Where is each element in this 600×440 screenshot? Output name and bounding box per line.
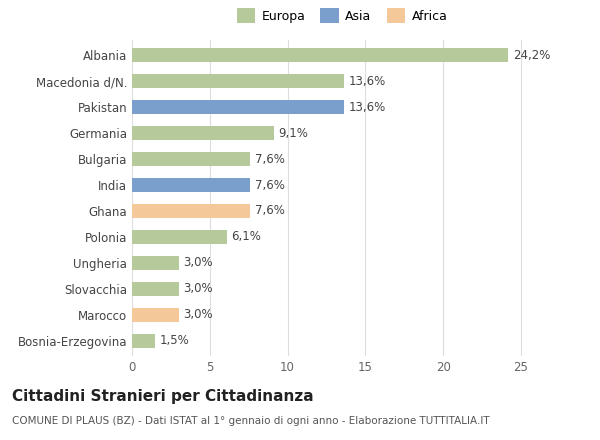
- Text: 13,6%: 13,6%: [348, 101, 385, 114]
- Bar: [132, 334, 155, 348]
- Text: 3,0%: 3,0%: [184, 257, 213, 269]
- Text: 1,5%: 1,5%: [160, 334, 190, 347]
- Text: COMUNE DI PLAUS (BZ) - Dati ISTAT al 1° gennaio di ogni anno - Elaborazione TUTT: COMUNE DI PLAUS (BZ) - Dati ISTAT al 1° …: [12, 416, 490, 426]
- Bar: [132, 100, 344, 114]
- Bar: [132, 204, 250, 218]
- Text: 9,1%: 9,1%: [278, 127, 308, 139]
- Bar: [132, 256, 179, 270]
- Text: 7,6%: 7,6%: [255, 179, 285, 191]
- Bar: [132, 282, 179, 296]
- Legend: Europa, Asia, Africa: Europa, Asia, Africa: [233, 4, 451, 27]
- Text: 3,0%: 3,0%: [184, 308, 213, 321]
- Bar: [132, 230, 227, 244]
- Bar: [132, 308, 179, 322]
- Text: 7,6%: 7,6%: [255, 205, 285, 217]
- Text: 6,1%: 6,1%: [232, 231, 262, 243]
- Text: Cittadini Stranieri per Cittadinanza: Cittadini Stranieri per Cittadinanza: [12, 389, 314, 404]
- Text: 24,2%: 24,2%: [513, 49, 550, 62]
- Text: 7,6%: 7,6%: [255, 153, 285, 165]
- Bar: [132, 74, 344, 88]
- Text: 13,6%: 13,6%: [348, 75, 385, 88]
- Text: 3,0%: 3,0%: [184, 282, 213, 295]
- Bar: [132, 152, 250, 166]
- Bar: [132, 126, 274, 140]
- Bar: [132, 178, 250, 192]
- Bar: [132, 48, 508, 62]
